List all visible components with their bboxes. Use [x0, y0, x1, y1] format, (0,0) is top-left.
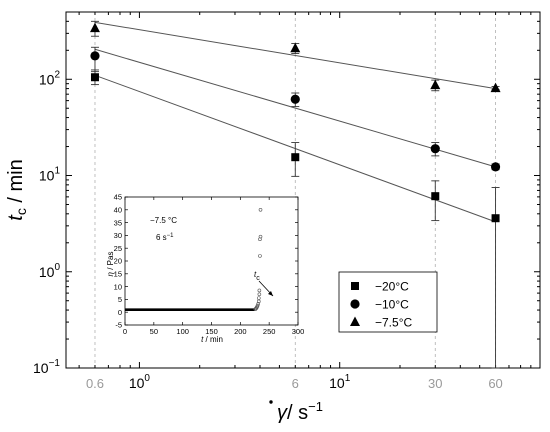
- legend-marker: [351, 282, 359, 290]
- reference-line-label: 6: [292, 376, 299, 391]
- legend-marker: [350, 299, 360, 309]
- inset-x-tick-label: 150: [205, 327, 218, 336]
- inset-y-tick-label: 15: [114, 270, 122, 279]
- inset-x-tick-label: 50: [150, 327, 158, 336]
- inset-data: [125, 208, 263, 311]
- data-point: [491, 214, 500, 223]
- inset-temperature: −7.5 °C: [150, 216, 177, 225]
- data-point: [290, 94, 300, 104]
- inset-tc-label: tc: [254, 270, 260, 282]
- data-markers: [89, 22, 501, 223]
- inset-y-tick-label: 25: [114, 244, 122, 253]
- inset-data-point: [258, 254, 262, 258]
- reference-line-label: 30: [428, 376, 442, 391]
- inset-data-point: [255, 303, 260, 308]
- inset-data-point: [256, 296, 261, 300]
- x-tick-label: 101: [329, 373, 351, 391]
- data-point: [430, 79, 441, 90]
- data-point: [290, 42, 301, 53]
- inset-y-tick-label: 45: [114, 193, 122, 202]
- inset-tc-arrowhead: [268, 291, 273, 296]
- y-tick-label: 100: [39, 262, 61, 280]
- reference-line-label: 60: [488, 376, 502, 391]
- inset-x-tick-label: 300: [292, 327, 305, 336]
- y-tick-label: 102: [39, 69, 61, 87]
- data-point: [430, 144, 440, 154]
- fit-line: [94, 21, 496, 90]
- gamma-dot-accent: [269, 400, 273, 404]
- x-axis-title: γ/ s−1: [269, 399, 323, 424]
- inset-data-point: [258, 237, 262, 242]
- legend-label: −20°C: [375, 280, 409, 294]
- y-axis-title: tc / min: [5, 159, 29, 220]
- inset-y-tick-label: 10: [114, 282, 122, 291]
- data-point: [431, 192, 440, 201]
- data-point: [490, 82, 501, 93]
- inset-y-tick-label: 5: [118, 295, 122, 304]
- data-point: [90, 51, 100, 61]
- inset-y-tick-label: 30: [114, 231, 122, 240]
- data-point: [89, 22, 100, 33]
- y-tick-label: 10−1: [33, 358, 60, 376]
- inset-shear-rate: 6 s−1: [156, 233, 174, 242]
- data-point: [90, 73, 99, 82]
- legend: −20°C −10°C −7.5°C: [338, 271, 438, 333]
- inset-y-tick-label: 40: [114, 206, 122, 215]
- inset-data-point: [254, 306, 258, 311]
- legend-label: −10°C: [375, 298, 409, 312]
- inset-x-tick-label: 200: [234, 327, 247, 336]
- inset-x-tick-label: 250: [263, 327, 276, 336]
- data-point: [291, 153, 300, 162]
- inset-y-tick-label: -5: [115, 321, 122, 330]
- x-axis: 100 101: [78, 12, 541, 391]
- data-point: [490, 162, 501, 172]
- inset-x-tick-label: 100: [176, 327, 189, 336]
- inset-y-tick-label: 20: [114, 257, 122, 266]
- fit-line: [94, 48, 496, 168]
- svg-text:γ/ s−1: γ/ s−1: [277, 399, 323, 424]
- inset-x-title: t / min: [201, 335, 223, 344]
- inset-y-title: η / Pas: [106, 252, 115, 277]
- inset-data-point: [257, 288, 262, 293]
- inset-y-tick-label: 35: [114, 218, 122, 227]
- inset-data-point: [256, 299, 261, 304]
- inset-data-point: [258, 208, 263, 212]
- y-tick-label: 101: [39, 166, 61, 184]
- reference-line-label: 0.6: [86, 376, 104, 391]
- legend-marker: [350, 316, 360, 326]
- inset-x-tick-label: 0: [123, 327, 127, 336]
- inset-data-point: [256, 301, 261, 306]
- legend-label: −7.5°C: [375, 316, 412, 330]
- inset-y-tick-label: 0: [118, 308, 122, 317]
- inset-data-point: [257, 292, 262, 297]
- inset-data-point: [258, 234, 263, 239]
- x-tick-label: 100: [129, 373, 151, 391]
